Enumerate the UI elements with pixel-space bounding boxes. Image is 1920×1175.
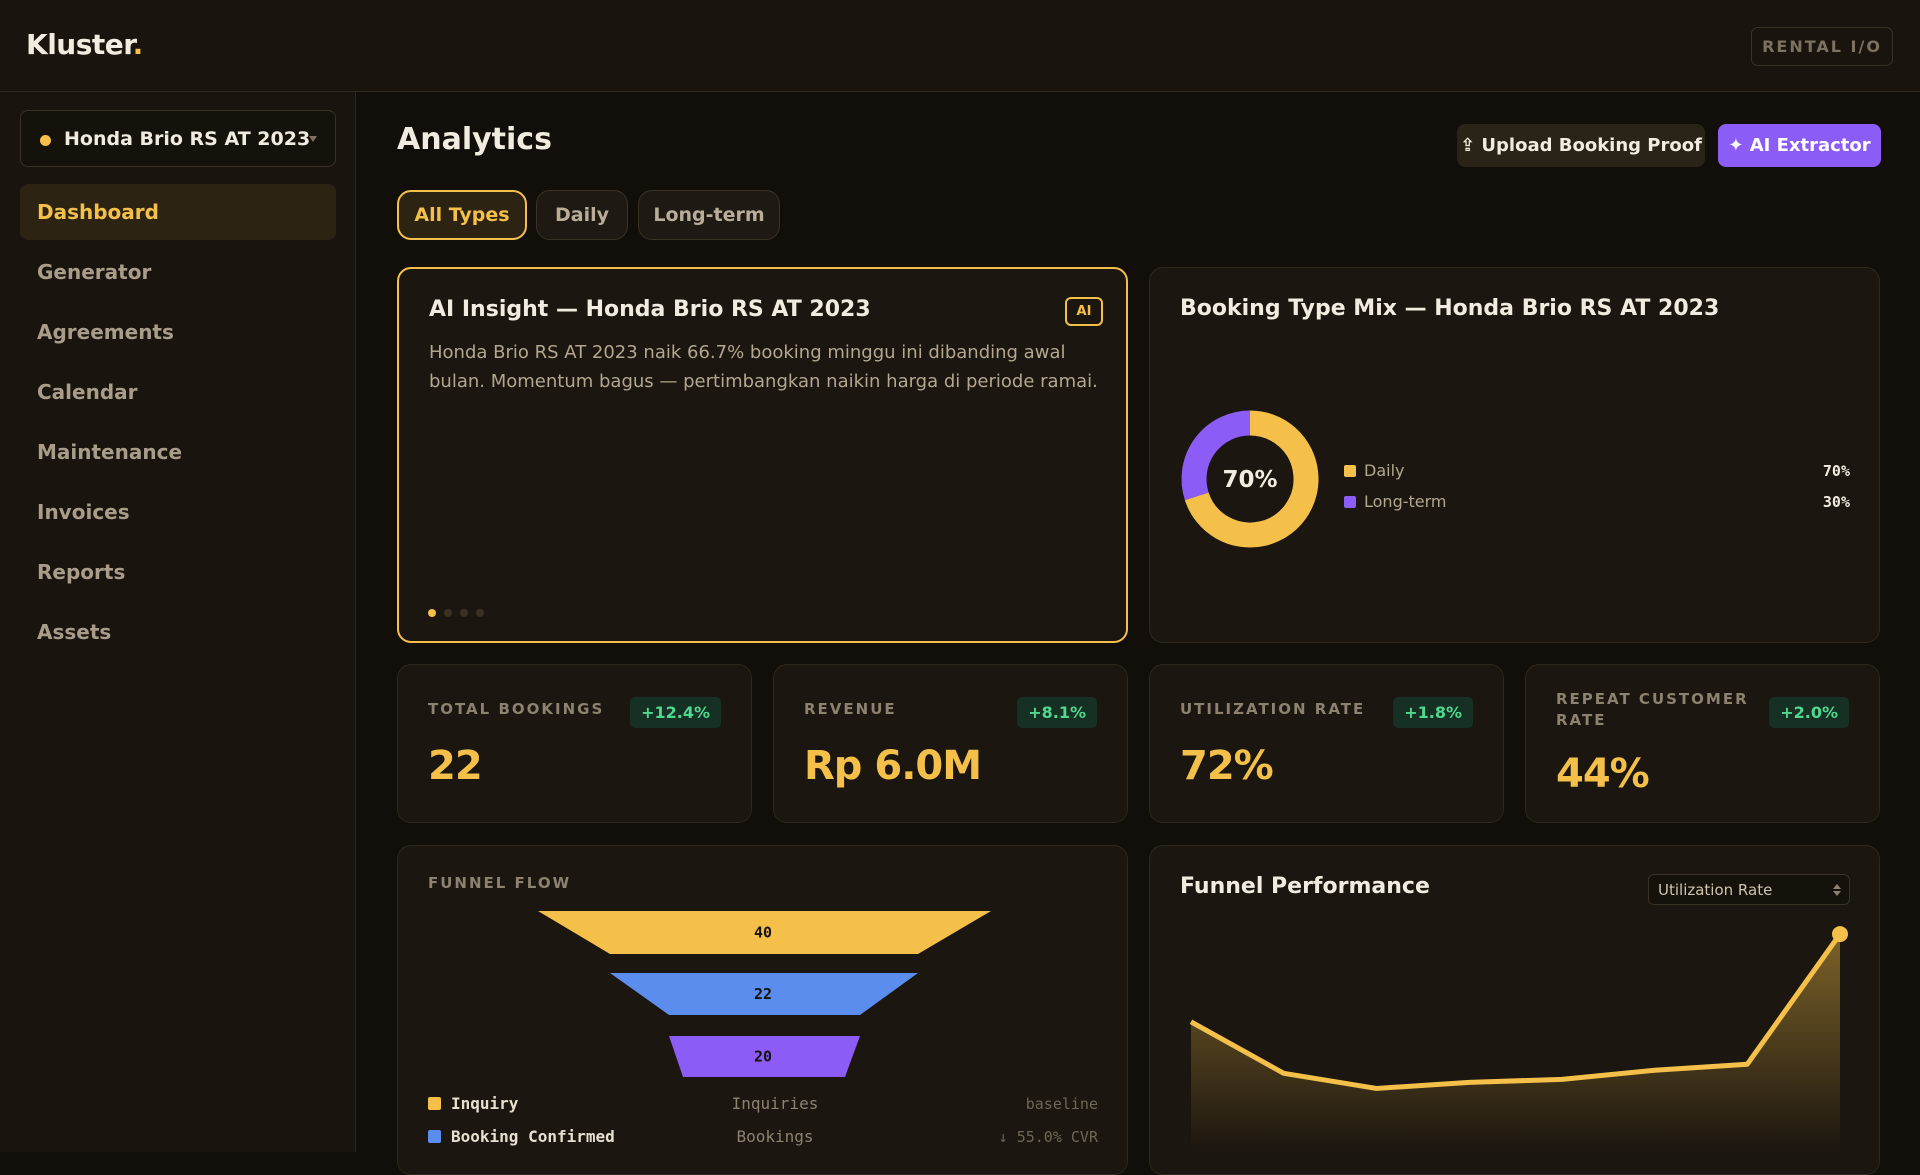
stage-label: Inquiries: [732, 1094, 819, 1113]
brand-dot: .: [132, 28, 144, 61]
nav-item[interactable]: Assets: [37, 620, 112, 644]
funnel-chart: 40 Inquiry Inquiries baseline 22 Booking Conf…: [428, 911, 1099, 1146]
card-title: Funnel Performance: [1180, 874, 1430, 899]
legend-label: Long-term: [1364, 492, 1447, 511]
kpi-label: REVENUE: [804, 700, 897, 718]
stage-note: ↓ 55.0% CVR: [999, 1128, 1099, 1146]
donut-chart: Daily 70% Long-term 30% 70%: [1181, 410, 1850, 548]
brand: Kluster.: [26, 28, 143, 61]
metric-select[interactable]: Utilization Rate: [1648, 874, 1850, 905]
kpi-delta: +8.1%: [1017, 697, 1097, 728]
funnel-value: 20: [754, 1048, 772, 1066]
kpi-card: REVENUE +8.1% Rp 6.0M: [773, 664, 1128, 823]
card-title: FUNNEL FLOW: [428, 874, 572, 892]
donut-segment: [1184, 410, 1319, 548]
sidebar: Honda Brio RS AT 2023 Dashboard Generator…: [0, 92, 356, 1152]
donut-center-label: 70%: [1222, 467, 1277, 493]
nav-item[interactable]: Agreements: [37, 320, 174, 344]
carousel-dots: [428, 609, 484, 617]
tab[interactable]: Long-term: [638, 190, 780, 240]
nav-item[interactable]: Invoices: [37, 500, 130, 524]
card-title: Booking Type Mix — Honda Brio RS AT 2023: [1180, 296, 1720, 321]
mode-button[interactable]: RENTAL I/O: [1751, 27, 1893, 66]
vehicle-name: Honda Brio RS AT 2023: [64, 127, 311, 150]
ai-badge: AI: [1065, 297, 1103, 326]
legend-label: Daily: [1364, 461, 1404, 480]
funnel-value: 40: [754, 924, 772, 942]
stage-label: Bookings: [736, 1127, 813, 1146]
insight-card: AI Insight — Honda Brio RS AT 2023 AI Ho…: [397, 267, 1128, 643]
kpi-value: Rp 6.0M: [804, 743, 982, 789]
kpi-label: TOTAL BOOKINGS: [428, 700, 605, 718]
legend-swatch: [1344, 465, 1356, 477]
legend-value: 30%: [1823, 493, 1850, 511]
brand-name: Kluster: [26, 28, 133, 61]
page-title: Analytics: [397, 122, 552, 157]
caret: [309, 136, 317, 142]
donut-segment: [1181, 410, 1251, 501]
upload-button[interactable]: ⇪ Upload Booking Proof: [1457, 124, 1705, 167]
funnel-value: 22: [754, 985, 772, 1003]
line-chart: [1189, 926, 1848, 1152]
kpi-delta: +2.0%: [1769, 697, 1849, 728]
area: [1191, 934, 1840, 1152]
line: [1189, 932, 1843, 1091]
kpi-card: REPEAT CUSTOMER RATE +2.0% 44%: [1525, 664, 1880, 823]
performance-card: Funnel Performance Utilization Rate: [1149, 845, 1880, 1175]
legend-value: 70%: [1823, 462, 1850, 480]
funnel-card: FUNNEL FLOW 40 Inquiry Inquiries baseline 22…: [397, 845, 1128, 1175]
select-label: Utilization Rate: [1658, 880, 1773, 899]
status-dot: [40, 135, 51, 146]
nav-item[interactable]: Dashboard: [20, 184, 336, 240]
legend-swatch: [428, 1097, 441, 1110]
legend-label: Booking Confirmed: [451, 1127, 615, 1146]
kpi-card: UTILIZATION RATE +1.8% 72%: [1149, 664, 1504, 823]
funnel-stage: [610, 973, 918, 1015]
nav-item[interactable]: Calendar: [37, 380, 138, 404]
funnel-stage: [538, 911, 991, 954]
kpi-label: REPEAT CUSTOMER RATE: [1556, 690, 1749, 729]
kpi-delta: +12.4%: [630, 697, 721, 728]
select-arrows: [1833, 884, 1841, 896]
insight-text: Honda Brio RS AT 2023 naik 66.7% booking…: [429, 342, 1098, 392]
mix-card: Booking Type Mix — Honda Brio RS AT 2023…: [1149, 267, 1880, 643]
tab[interactable]: Daily: [536, 190, 628, 240]
stage-note: baseline: [1026, 1095, 1098, 1113]
kpi-delta: +1.8%: [1393, 697, 1473, 728]
nav-item[interactable]: Generator: [37, 260, 152, 284]
funnel-stage: [669, 1036, 860, 1077]
header: Kluster. RENTAL I/O: [0, 0, 1920, 92]
kpi-value: 44%: [1556, 751, 1650, 797]
card-title: AI Insight — Honda Brio RS AT 2023: [429, 297, 871, 322]
legend-swatch: [1344, 496, 1356, 508]
tab[interactable]: All Types: [397, 190, 527, 240]
nav-item[interactable]: Reports: [37, 560, 126, 584]
legend-swatch: [428, 1130, 441, 1143]
kpi-value: 72%: [1180, 743, 1274, 789]
vehicle-selector[interactable]: Honda Brio RS AT 2023: [20, 110, 336, 167]
end-point: [1832, 926, 1848, 943]
legend-label: Inquiry: [451, 1094, 519, 1113]
kpi-card: TOTAL BOOKINGS +12.4% 22: [397, 664, 752, 823]
kpi-label: UTILIZATION RATE: [1180, 700, 1366, 718]
kpi-value: 22: [428, 743, 483, 789]
extractor-button[interactable]: ✦ AI Extractor: [1718, 124, 1881, 167]
nav-item[interactable]: Maintenance: [37, 440, 183, 464]
